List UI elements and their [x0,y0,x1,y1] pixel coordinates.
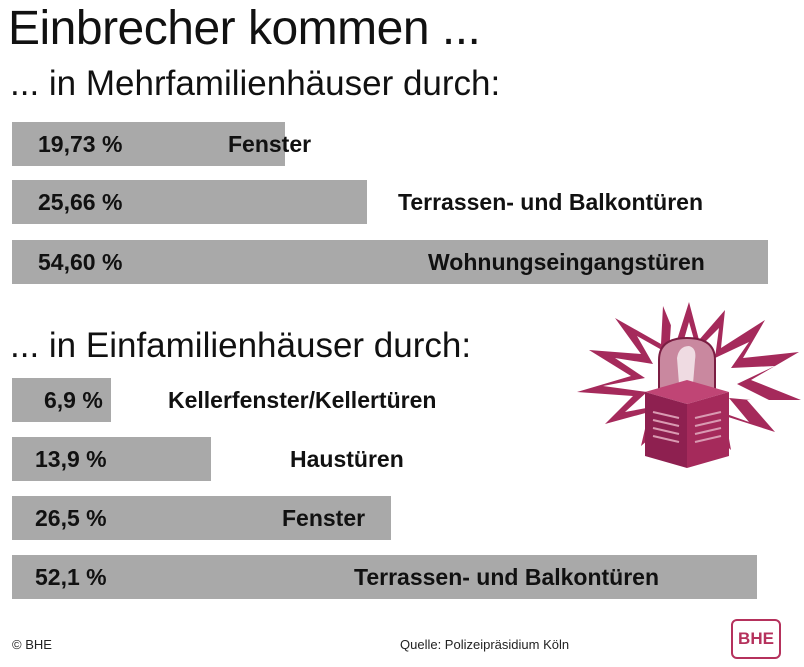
bar-category-label: Haustüren [290,446,404,472]
bar [12,122,285,166]
bar [12,240,768,284]
alarm-siren-icon [577,302,801,468]
bar-value-label: 6,9 % [44,387,103,413]
bhe-logo: BHE [731,619,781,659]
bar-category-label: Fenster [228,131,312,157]
bar [12,555,757,599]
chart-title-mehrfamilien: ... in Mehrfamilienhäuser durch: [10,64,501,103]
bar-value-label: 52,1 % [35,564,107,590]
bar [12,180,367,224]
bar-value-label: 25,66 % [38,189,123,215]
chart-title-einfamilien: ... in Einfamilienhäuser durch: [10,326,472,365]
source-text: Quelle: Polizeipräsidium Köln [400,637,570,652]
bar-category-label: Kellerfenster/Kellertüren [168,387,437,413]
bar-category-label: Terrassen- und Balkontüren [354,564,660,590]
page-title: Einbrecher kommen ... [8,2,481,55]
bar [12,378,111,422]
bar-category-label: Fenster [282,505,366,531]
copyright-text: © BHE [12,637,52,652]
bar-category-label: Wohnungseingangstüren [428,249,705,275]
bar-value-label: 26,5 % [35,505,107,531]
bar-value-label: 13,9 % [35,446,107,472]
bar [12,437,211,481]
bar [12,496,391,540]
bar-category-label: Terrassen- und Balkontüren [398,189,704,215]
bar-value-label: 19,73 % [38,131,123,157]
bar-value-label: 54,60 % [38,249,123,275]
